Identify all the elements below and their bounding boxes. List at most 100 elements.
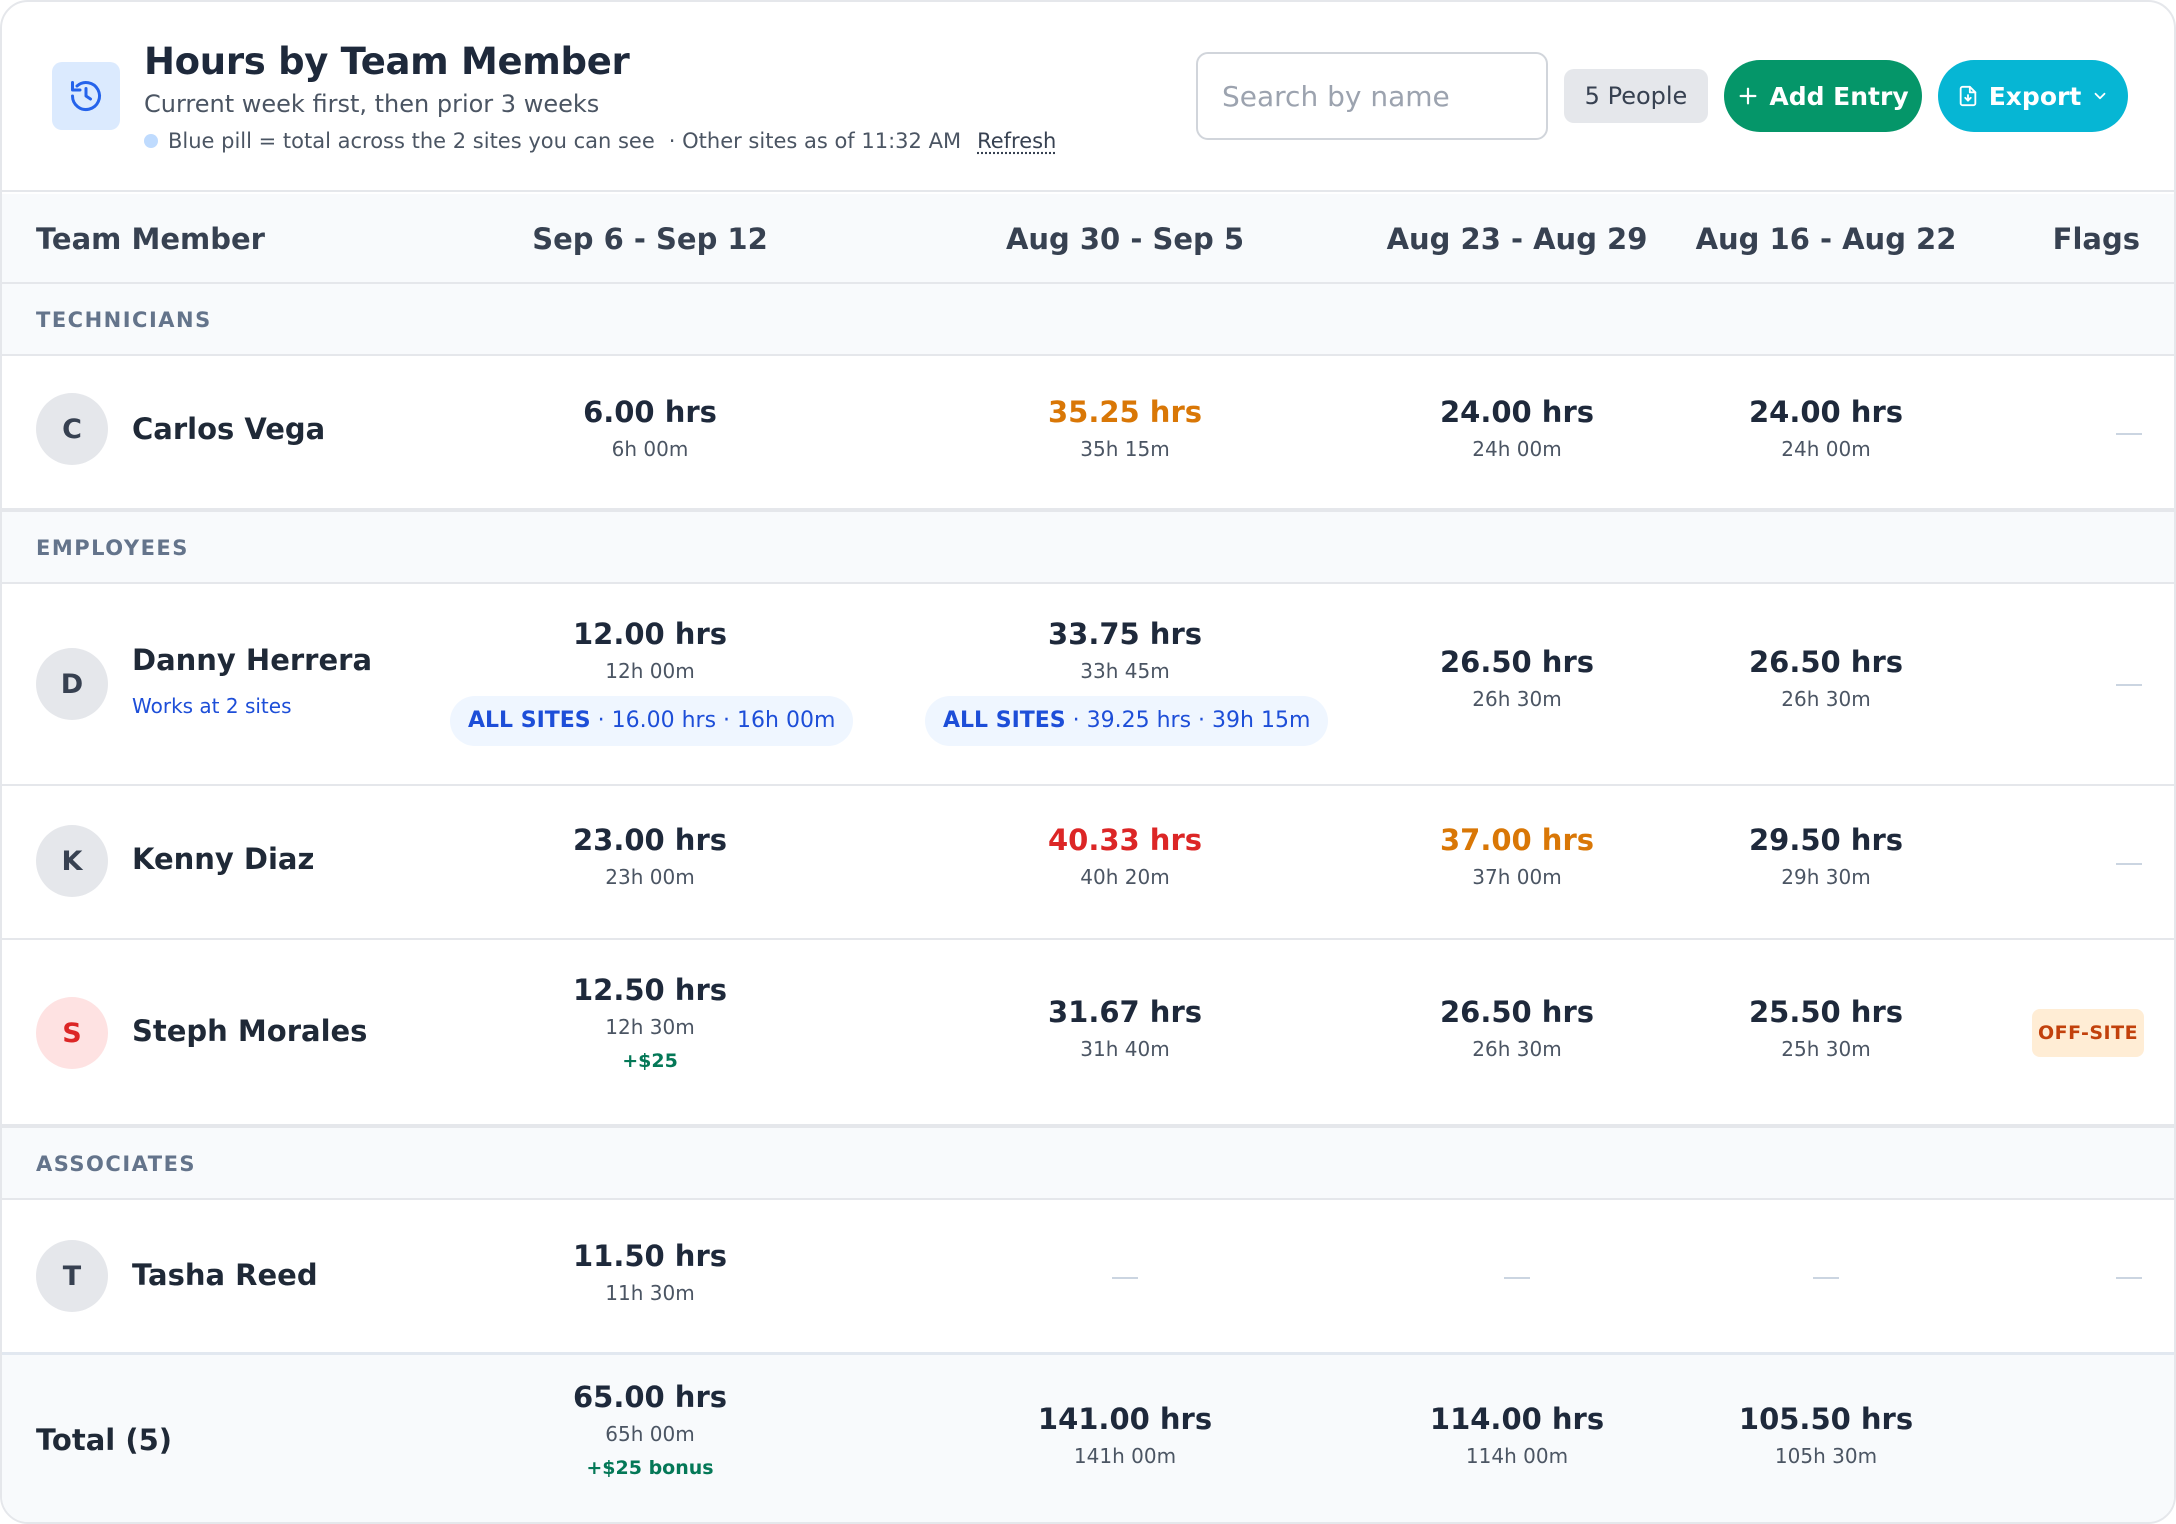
avatar: T	[36, 1240, 108, 1312]
all-sites-pill[interactable]: ALL SITES · 39.25 hrs · 39h 15m	[925, 696, 1329, 746]
week-3-cell[interactable]: 24.00 hrs 24h 00m	[1317, 394, 1717, 462]
week-4-cell[interactable]: 29.50 hrs 29h 30m	[1626, 822, 2026, 890]
people-count-badge: 5 People	[1564, 69, 1708, 123]
table-row[interactable]: K Kenny Diaz 23.00 hrs 23h 00m 40.33 hrs…	[2, 786, 2174, 940]
off-site-flag: OFF-SITE	[2032, 1009, 2144, 1057]
refresh-link[interactable]: Refresh	[977, 129, 1057, 153]
hours-value: 26.50 hrs	[1439, 995, 1595, 1029]
card-header: Hours by Team Member Current week first,…	[2, 2, 2174, 192]
col-week-3[interactable]: Aug 23 - Aug 29	[1386, 222, 1648, 256]
hours-value-warning: 37.00 hrs	[1439, 823, 1595, 857]
week-2-cell[interactable]: 33.75 hrs 33h 45m ALL SITES · 39.25 hrs …	[925, 616, 1329, 746]
total-hours: 65.00 hrs	[572, 1380, 728, 1414]
col-week-2[interactable]: Aug 30 - Sep 5	[1005, 222, 1245, 256]
table-row[interactable]: D Danny Herrera Works at 2 sites 12.00 h…	[2, 584, 2174, 786]
avatar: S	[36, 997, 108, 1069]
hours-value: 31.67 hrs	[1047, 995, 1203, 1029]
week-1-cell[interactable]: 12.50 hrs 12h 30m +$25	[450, 972, 850, 1072]
hours-minutes: 33h 45m	[1080, 659, 1170, 683]
week-4-cell[interactable]: 25.50 hrs 25h 30m	[1626, 994, 2026, 1062]
no-data-dash	[1112, 1277, 1138, 1279]
avatar: D	[36, 648, 108, 720]
col-week-1[interactable]: Sep 6 - Sep 12	[532, 222, 768, 256]
no-flag-dash	[2116, 684, 2142, 686]
group-header-associates: ASSOCIATES	[2, 1126, 2174, 1200]
group-label: TECHNICIANS	[36, 308, 212, 332]
total-week-4: 105.50 hrs 105h 30m	[1626, 1401, 2026, 1469]
week-1-cell[interactable]: 12.00 hrs 12h 00m ALL SITES · 16.00 hrs …	[450, 616, 854, 746]
blue-dot-icon	[144, 134, 158, 148]
member-name[interactable]: Carlos Vega	[132, 412, 326, 446]
total-label: Total (5)	[36, 1423, 173, 1457]
hours-value-overtime: 40.33 hrs	[1047, 823, 1203, 857]
export-button[interactable]: Export	[1938, 60, 2128, 132]
group-label: EMPLOYEES	[36, 536, 189, 560]
col-team-member[interactable]: Team Member	[36, 222, 265, 256]
col-week-4[interactable]: Aug 16 - Aug 22	[1695, 222, 1957, 256]
add-entry-button[interactable]: Add Entry	[1724, 60, 1922, 132]
plus-icon	[1739, 87, 1757, 105]
no-data-dash	[1504, 1277, 1530, 1279]
page-subtitle: Current week first, then prior 3 weeks	[144, 90, 600, 118]
week-4-cell[interactable]: 26.50 hrs 26h 30m	[1626, 644, 2026, 712]
total-hours: 114.00 hrs	[1429, 1402, 1605, 1436]
table-row[interactable]: C Carlos Vega 6.00 hrs 6h 00m 35.25 hrs …	[2, 356, 2174, 510]
hours-minutes: 31h 40m	[1080, 1037, 1170, 1061]
group-header-technicians: TECHNICIANS	[2, 282, 2174, 356]
week-4-cell[interactable]: 24.00 hrs 24h 00m	[1626, 394, 2026, 462]
hours-minutes: 6h 00m	[611, 437, 689, 461]
hours-value: 25.50 hrs	[1748, 995, 1904, 1029]
hours-minutes: 37h 00m	[1472, 865, 1562, 889]
works-at-sites-link[interactable]: Works at 2 sites	[132, 694, 292, 718]
sites-note: Blue pill = total across the 2 sites you…	[144, 129, 1056, 153]
hours-value: 12.00 hrs	[572, 617, 728, 651]
total-row: Total (5) 65.00 hrs 65h 00m +$25 bonus 1…	[2, 1352, 2174, 1522]
bonus-badge: +$25	[622, 1050, 678, 1072]
all-sites-pill[interactable]: ALL SITES · 16.00 hrs · 16h 00m	[450, 696, 854, 746]
week-2-cell[interactable]: 31.67 hrs 31h 40m	[925, 994, 1325, 1062]
member-name[interactable]: Danny Herrera	[132, 643, 373, 677]
week-3-cell[interactable]: 26.50 hrs 26h 30m	[1317, 644, 1717, 712]
no-flag-dash	[2116, 863, 2142, 865]
week-2-cell[interactable]: 35.25 hrs 35h 15m	[925, 394, 1325, 462]
total-hours-minutes: 65h 00m	[605, 1422, 695, 1446]
hours-value: 11.50 hrs	[572, 1239, 728, 1273]
member-name[interactable]: Tasha Reed	[132, 1258, 318, 1292]
table-row[interactable]: T Tasha Reed 11.50 hrs 11h 30m	[2, 1200, 2174, 1352]
member-name[interactable]: Steph Morales	[132, 1014, 368, 1048]
total-bonus: +$25 bonus	[586, 1457, 714, 1479]
hours-minutes: 12h 30m	[605, 1015, 695, 1039]
total-week-2: 141.00 hrs 141h 00m	[925, 1401, 1325, 1469]
group-header-employees: EMPLOYEES	[2, 510, 2174, 584]
hours-minutes: 26h 30m	[1781, 687, 1871, 711]
hours-minutes: 35h 15m	[1080, 437, 1170, 461]
pill-label: ALL SITES	[468, 708, 591, 733]
hours-value: 6.00 hrs	[583, 395, 717, 429]
total-hours-minutes: 105h 30m	[1774, 1444, 1878, 1468]
hours-minutes: 11h 30m	[605, 1281, 695, 1305]
hours-value: 29.50 hrs	[1748, 823, 1904, 857]
export-label: Export	[1988, 81, 2082, 111]
no-data-dash	[1813, 1277, 1839, 1279]
week-3-cell[interactable]: 26.50 hrs 26h 30m	[1317, 994, 1717, 1062]
hours-minutes: 24h 00m	[1781, 437, 1871, 461]
hours-value-warning: 35.25 hrs	[1047, 395, 1203, 429]
blue-pill-note: Blue pill = total across the 2 sites you…	[168, 129, 655, 153]
week-3-cell[interactable]: 37.00 hrs 37h 00m	[1317, 822, 1717, 890]
avatar: K	[36, 825, 108, 897]
hours-minutes: 25h 30m	[1781, 1037, 1871, 1061]
pill-label: ALL SITES	[943, 708, 1066, 733]
week-1-cell[interactable]: 23.00 hrs 23h 00m	[450, 822, 850, 890]
member-name[interactable]: Kenny Diaz	[132, 842, 315, 876]
week-2-cell[interactable]: 40.33 hrs 40h 20m	[925, 822, 1325, 890]
total-week-1: 65.00 hrs 65h 00m +$25 bonus	[450, 1379, 850, 1479]
no-flag-dash	[2116, 433, 2142, 435]
chevron-down-icon	[2094, 92, 2106, 100]
week-1-cell[interactable]: 11.50 hrs 11h 30m	[450, 1238, 850, 1306]
hours-value: 24.00 hrs	[1439, 395, 1595, 429]
search-input[interactable]	[1196, 52, 1548, 140]
total-hours: 141.00 hrs	[1037, 1402, 1213, 1436]
week-1-cell[interactable]: 6.00 hrs 6h 00m	[450, 394, 850, 462]
table-row[interactable]: S Steph Morales 12.50 hrs 12h 30m +$25 3…	[2, 940, 2174, 1126]
hours-minutes: 29h 30m	[1781, 865, 1871, 889]
